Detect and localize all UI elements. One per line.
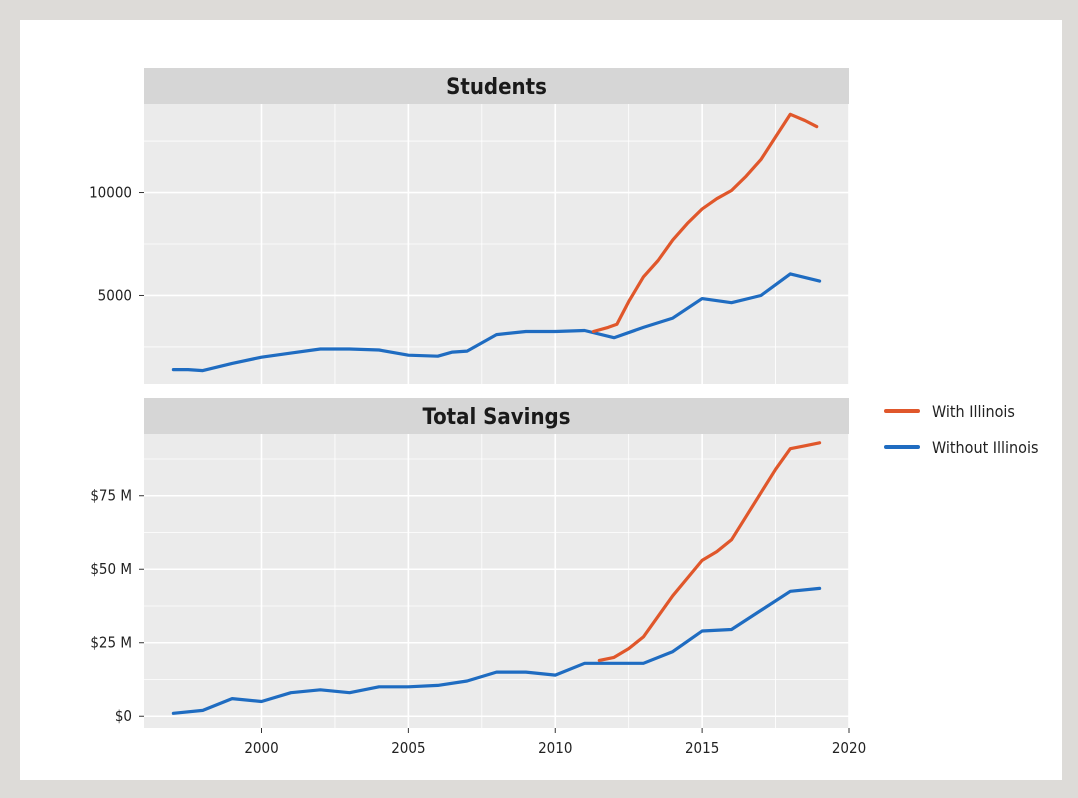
plot-area-total-savings [144, 434, 849, 728]
legend: With Illinois Without Illinois [884, 402, 1038, 457]
faceted-line-chart: Students 5000 10000 Total Savings $0 $25 M… [89, 68, 1038, 757]
y-tick-label: 10000 [89, 184, 132, 202]
x-tick-label: 2015 [685, 739, 719, 757]
series-line-without-illinois [171, 586, 822, 715]
y-axis-total-savings: $0 $25 M $50 M $75 M [90, 487, 144, 725]
series-line-without-illinois [171, 272, 822, 373]
y-tick-label: $75 M [90, 487, 132, 505]
y-tick-label: 5000 [98, 286, 132, 304]
panel-strip-students [144, 68, 849, 104]
y-tick-label: $50 M [90, 560, 132, 578]
gridlines-total-savings [144, 434, 850, 728]
x-tick-label: 2010 [538, 739, 572, 757]
gridlines-students [144, 104, 850, 384]
panel-title-students: Students [446, 75, 547, 100]
y-tick-label: $0 [115, 707, 132, 725]
y-axis-students: 5000 10000 [89, 184, 144, 304]
x-tick-label: 2020 [832, 739, 866, 757]
series-lines-students [171, 112, 822, 373]
x-axis: 2000 2005 2010 2015 2020 [244, 728, 866, 757]
panel-total-savings: Total Savings $0 $25 M $50 M $75 M [90, 398, 850, 728]
series-line-with-illinois [591, 112, 819, 334]
series-line-with-illinois [597, 441, 822, 663]
panel-students: Students 5000 10000 [89, 68, 850, 384]
x-tick-label: 2000 [244, 739, 278, 757]
x-tick-label: 2005 [391, 739, 425, 757]
y-tick-label: $25 M [90, 634, 132, 652]
series-lines-total-savings [171, 441, 822, 715]
figure-frame: Students 5000 10000 Total Savings $0 $25 M… [20, 20, 1062, 780]
panel-strip-total-savings [144, 398, 849, 434]
legend-label-with-illinois: With Illinois [932, 402, 1015, 421]
legend-label-without-illinois: Without Illinois [932, 438, 1038, 457]
panel-title-total-savings: Total Savings [423, 405, 571, 430]
